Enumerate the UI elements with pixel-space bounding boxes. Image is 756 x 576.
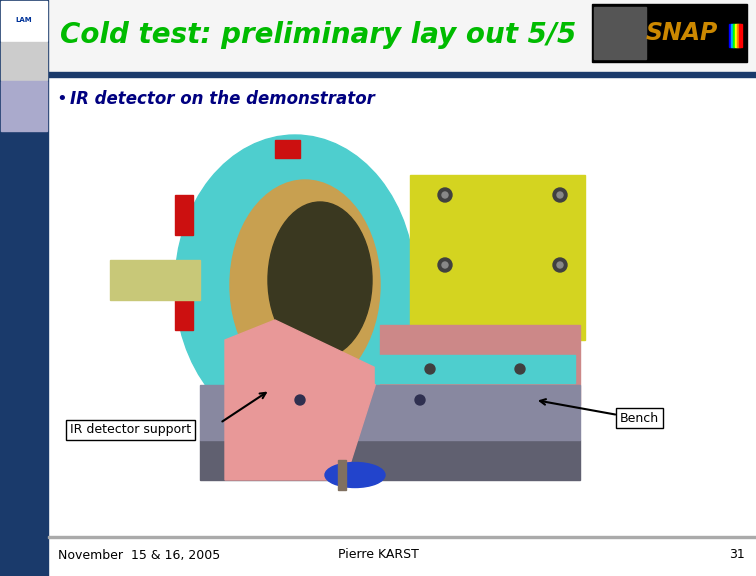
- Bar: [48, 72, 756, 77]
- Text: IR detector support: IR detector support: [70, 423, 191, 437]
- Ellipse shape: [175, 135, 415, 435]
- Text: November  15 & 16, 2005: November 15 & 16, 2005: [58, 548, 220, 562]
- Circle shape: [553, 258, 567, 272]
- Bar: [380, 325, 580, 405]
- Bar: [1, 81, 47, 131]
- Text: 31: 31: [730, 548, 745, 562]
- Text: LAM: LAM: [16, 17, 33, 23]
- Ellipse shape: [230, 180, 380, 390]
- Bar: [48, 536, 756, 537]
- Circle shape: [425, 364, 435, 374]
- Circle shape: [438, 188, 452, 202]
- Text: •: •: [56, 90, 67, 108]
- Bar: [739, 24, 742, 47]
- Text: Bench: Bench: [620, 411, 659, 425]
- Bar: [1, 1, 47, 41]
- Bar: [733, 24, 736, 47]
- Circle shape: [295, 395, 305, 405]
- Bar: [731, 24, 734, 47]
- Bar: [175, 195, 193, 235]
- Text: Cold test: preliminary lay out 5/5: Cold test: preliminary lay out 5/5: [60, 21, 576, 48]
- Bar: [0, 0, 48, 576]
- Circle shape: [553, 188, 567, 202]
- Bar: [729, 24, 732, 47]
- Bar: [48, 0, 756, 72]
- Bar: [410, 175, 585, 340]
- Bar: [200, 385, 580, 440]
- Circle shape: [515, 364, 525, 374]
- Bar: [175, 280, 193, 330]
- Bar: [735, 24, 738, 47]
- Circle shape: [557, 262, 563, 268]
- Circle shape: [438, 258, 452, 272]
- Bar: [275, 140, 300, 158]
- Bar: [1, 42, 47, 80]
- Bar: [592, 4, 747, 62]
- Circle shape: [442, 192, 448, 198]
- Circle shape: [557, 192, 563, 198]
- Bar: [338, 460, 346, 490]
- Bar: [110, 260, 200, 300]
- Circle shape: [442, 262, 448, 268]
- Text: Pierre KARST: Pierre KARST: [338, 548, 418, 562]
- Ellipse shape: [325, 463, 385, 487]
- Bar: [737, 24, 740, 47]
- Text: IR detector on the demonstrator: IR detector on the demonstrator: [70, 90, 375, 108]
- Ellipse shape: [268, 202, 372, 358]
- Text: SNAP: SNAP: [646, 21, 718, 45]
- Bar: [594, 7, 646, 59]
- Polygon shape: [225, 320, 380, 480]
- Bar: [375, 355, 575, 383]
- Bar: [200, 440, 580, 480]
- Circle shape: [415, 395, 425, 405]
- Bar: [115, 90, 635, 480]
